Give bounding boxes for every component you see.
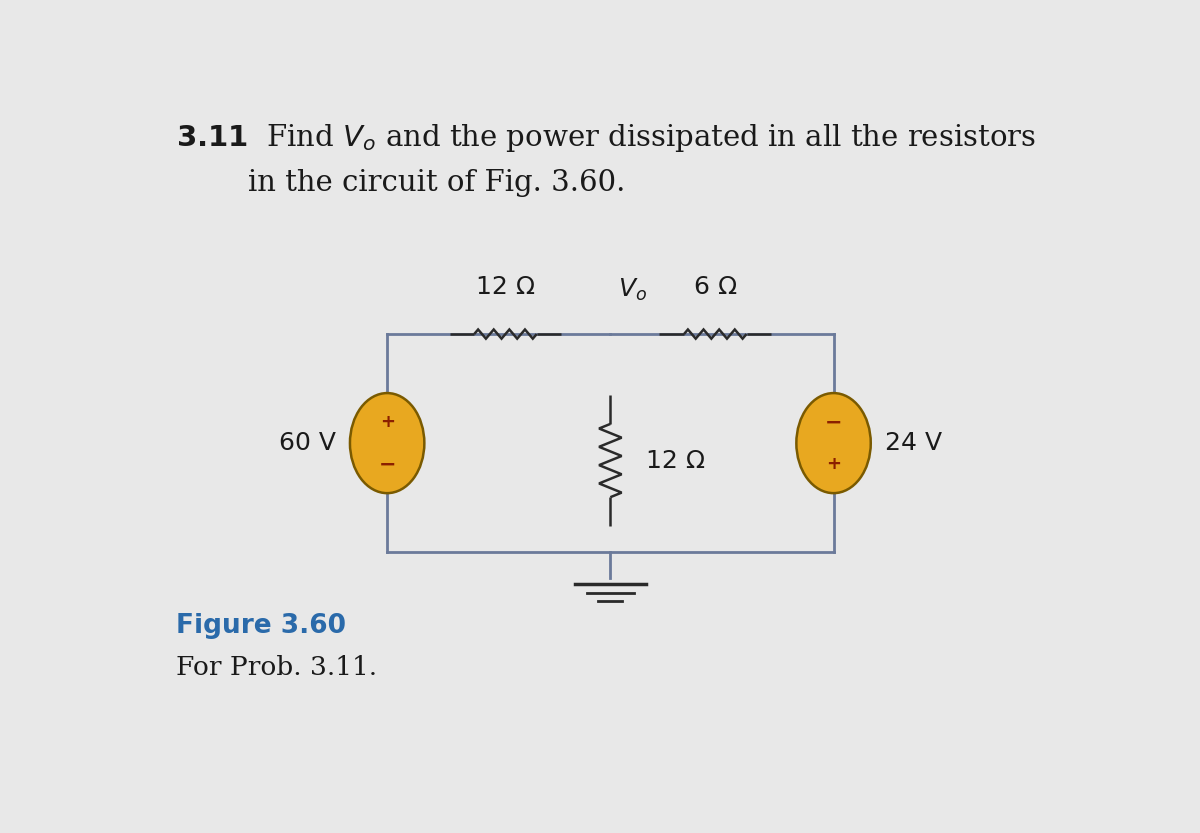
Text: in the circuit of Fig. 3.60.: in the circuit of Fig. 3.60. bbox=[247, 168, 625, 197]
Text: 24 V: 24 V bbox=[884, 431, 942, 455]
Text: 6 Ω: 6 Ω bbox=[694, 275, 737, 299]
Text: $\bf{3.11}$  Find $V_o$ and the power dissipated in all the resistors: $\bf{3.11}$ Find $V_o$ and the power dis… bbox=[176, 122, 1036, 154]
Text: +: + bbox=[379, 413, 395, 431]
Text: For Prob. 3.11.: For Prob. 3.11. bbox=[176, 655, 377, 680]
Ellipse shape bbox=[797, 393, 871, 493]
Text: 60 V: 60 V bbox=[278, 431, 336, 455]
Text: 12 Ω: 12 Ω bbox=[476, 275, 535, 299]
Text: 12 Ω: 12 Ω bbox=[646, 448, 704, 472]
Text: $V_o$: $V_o$ bbox=[618, 277, 647, 303]
Text: −: − bbox=[824, 412, 842, 432]
Text: Figure 3.60: Figure 3.60 bbox=[176, 613, 346, 639]
Text: +: + bbox=[826, 455, 841, 473]
Ellipse shape bbox=[350, 393, 425, 493]
Text: −: − bbox=[378, 454, 396, 474]
